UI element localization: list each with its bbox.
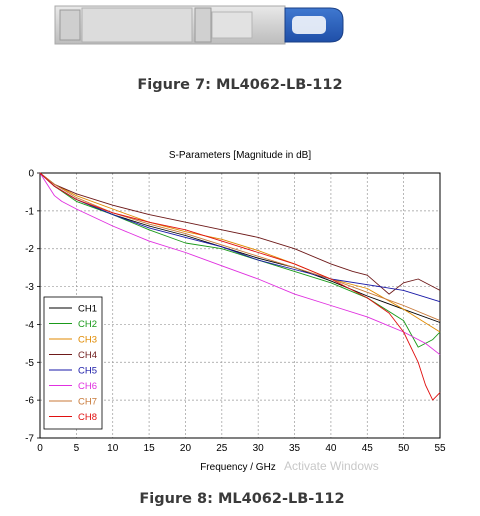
legend-box	[43, 296, 103, 430]
y-tick-label: -6	[25, 396, 34, 407]
y-tick-label: -4	[25, 320, 34, 331]
x-tick-label: 20	[180, 443, 192, 454]
transceiver-photo	[54, 5, 344, 45]
series-line-ch5	[39, 172, 441, 303]
x-tick-label: 25	[216, 443, 228, 454]
series-line-ch4	[39, 172, 441, 295]
legend-label: CH5	[78, 366, 97, 377]
legend-label: CH4	[78, 350, 97, 361]
series-line-ch8	[39, 172, 441, 401]
chart-series	[39, 172, 441, 401]
legend-label: CH2	[78, 319, 97, 330]
figure-8-caption: Figure 8: ML4062-LB-112	[139, 491, 345, 507]
y-tick-label: 0	[28, 169, 34, 180]
legend-label: CH1	[78, 304, 97, 315]
x-tick-label: 55	[434, 443, 446, 454]
legend-label: CH7	[78, 397, 97, 408]
x-tick-label: 0	[37, 443, 43, 454]
x-tick-label: 5	[74, 443, 80, 454]
series-line-ch3	[39, 172, 441, 333]
series-line-ch6	[39, 172, 441, 356]
y-tick-label: -7	[25, 434, 34, 445]
x-tick-label: 45	[362, 443, 374, 454]
x-tick-label: 30	[253, 443, 265, 454]
x-tick-label: 10	[107, 443, 119, 454]
chart-title: S-Parameters [Magnitude in dB]	[169, 150, 312, 161]
legend-label: CH8	[78, 412, 97, 423]
plot-frame	[39, 172, 441, 439]
figure-7-caption: Figure 7: ML4062-LB-112	[137, 77, 343, 93]
chart-legend: CH1 CH2 CH3 CH4 CH5 CH6 CH7 CH8	[43, 296, 103, 430]
y-tick-label: -3	[25, 282, 34, 293]
activate-windows-watermark: Activate Windows	[284, 459, 379, 473]
series-line-ch7	[39, 172, 441, 322]
x-tick-label: 40	[325, 443, 337, 454]
chart-ticks: 0 5 10 15 20 25 30 35 40 45 50 55 0 -1 -2 -3 -4 -5 -6 -7	[25, 169, 446, 455]
y-tick-label: -2	[25, 244, 34, 255]
x-tick-label: 15	[144, 443, 156, 454]
x-tick-label: 50	[398, 443, 410, 454]
x-axis-label: Frequency / GHz	[200, 462, 276, 473]
x-tick-label: 35	[289, 443, 301, 454]
y-tick-label: -5	[25, 358, 34, 369]
legend-label: CH3	[78, 335, 97, 346]
s-parameters-chart: S-Parameters [Magnitude in dB] 0 5 10 15 20 2…	[25, 150, 446, 473]
legend-label: CH6	[78, 381, 97, 392]
y-tick-label: -1	[25, 206, 34, 217]
